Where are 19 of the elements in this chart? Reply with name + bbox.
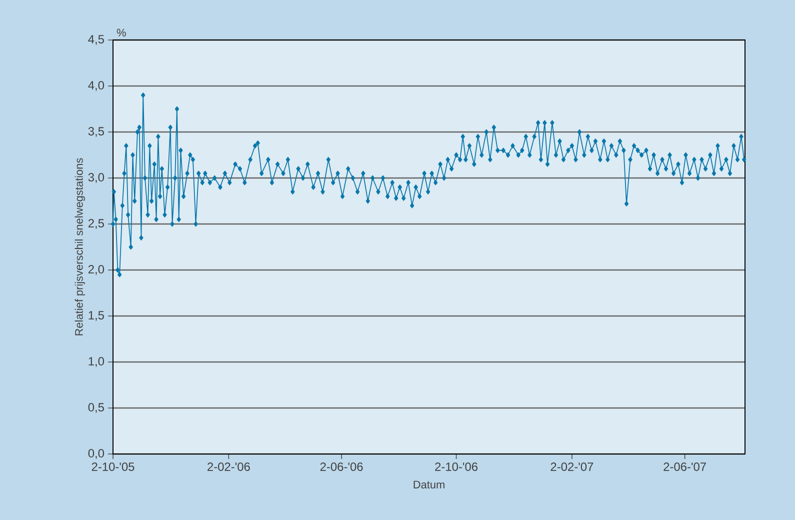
- y-tick-label: 3,0: [88, 173, 104, 183]
- y-tick-label: 4,5: [88, 35, 104, 45]
- x-tick-label: 2-10-'05: [92, 462, 134, 471]
- y-tick-label: 2,5: [88, 219, 104, 229]
- y-tick-label: 1,0: [88, 357, 104, 367]
- x-tick-label: 2-10-'06: [435, 462, 478, 471]
- y-tick-label: 0,0: [88, 449, 104, 459]
- text: %: [116, 28, 126, 36]
- y-tick-label: 2,0: [88, 265, 104, 275]
- y-tick-label: 1,5: [88, 311, 104, 321]
- x-tick-label: 2-02-'06: [208, 462, 250, 471]
- y-tick-label: 3,5: [88, 127, 104, 137]
- y-axis-title: Relatief prijsverschil snelwegstations: [74, 158, 86, 336]
- x-tick-label: 2-06-'06: [320, 462, 363, 471]
- x-tick-label: 2-06-'07: [664, 462, 706, 471]
- y-tick-label: 4,0: [88, 81, 104, 91]
- x-tick-label: 2-02-'07: [550, 462, 594, 471]
- y-tick-label: 0,5: [88, 403, 104, 413]
- x-axis-title: Datum: [414, 480, 444, 488]
